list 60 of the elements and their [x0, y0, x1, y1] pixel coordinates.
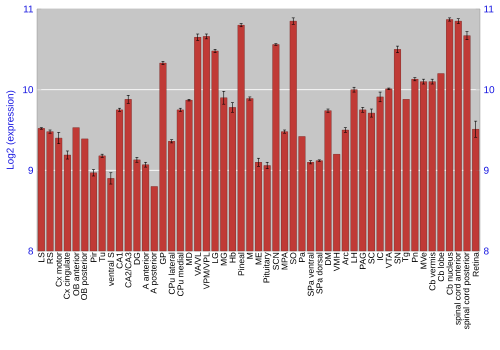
x-tick-label: Pa: [298, 252, 305, 262]
x-tick-label: A posterior: [150, 252, 158, 294]
x-tick-label: VPM/VPL: [203, 252, 210, 290]
x-tick-label: Pir: [90, 252, 97, 262]
y-tick-label: 8: [28, 247, 34, 255]
y-axis-title: Log2 (expression): [6, 90, 16, 170]
y-tick-label: 9: [28, 166, 34, 174]
x-tick-label: CPu medial: [177, 252, 184, 296]
x-tick-label: SCN: [272, 252, 279, 270]
x-tick-label: Pn: [412, 252, 418, 262]
y2-tick-label: 11: [484, 6, 494, 12]
y-tick-label: 10: [23, 86, 34, 94]
y2-tick-label: 8: [484, 247, 489, 255]
x-tick-label: LG: [212, 252, 218, 263]
x-tick-label: CA1: [116, 252, 123, 268]
x-tick-label: LH: [351, 252, 357, 262]
y2-tick-label: 10: [484, 86, 494, 94]
x-tick-label: IC: [377, 252, 384, 260]
x-tick-label: spinal cord anterior: [454, 252, 462, 325]
x-tick-label: MD: [186, 252, 192, 265]
x-tick-label: DG: [134, 252, 140, 264]
x-tick-label: Pineal: [238, 252, 244, 276]
x-tick-label: OB posterior: [80, 252, 89, 300]
x-tick-label: VMH: [334, 252, 340, 272]
x-tick-label: VA/VL: [194, 252, 201, 276]
x-tick-label: spinal cord posterior: [462, 252, 471, 330]
x-tick-label: Cb lobe: [438, 252, 444, 282]
x-tick-label: ME: [256, 252, 262, 264]
y-tick-label: 11: [24, 6, 34, 12]
x-tick-label: DM: [325, 252, 331, 265]
x-tick-label: LS: [38, 252, 44, 262]
x-tick-label: Cb nucleus: [446, 252, 453, 295]
x-tick-label: ventral S: [108, 252, 114, 286]
x-tick-label: VTA: [386, 252, 392, 268]
x-tick-label: SPa ventral: [307, 252, 314, 296]
x-tick-label: Tg: [402, 252, 410, 262]
x-tick-label: MVe: [420, 252, 427, 269]
x-tick-label: SPa dorsal: [316, 252, 322, 294]
x-tick-label: CPu lateral: [168, 252, 175, 294]
x-tick-label: SC: [368, 252, 374, 264]
x-tick-label: Retina: [472, 252, 479, 276]
x-tick-label: A anterior: [142, 252, 149, 290]
x-tick-label: GP: [160, 252, 166, 264]
x-tick-label: SO: [290, 252, 296, 264]
x-tick-label: Hb: [229, 252, 236, 262]
x-tick-label: Cx cingulate: [63, 252, 72, 299]
x-tick-label: M: [246, 252, 253, 259]
x-tick-label: PAG: [360, 252, 366, 269]
x-tick-label: Cb vermis: [429, 252, 436, 290]
x-tick-label: CA2/CA3: [125, 252, 132, 288]
x-tick-label: Cx motor: [56, 252, 62, 287]
x-tick-label: Tu: [99, 252, 106, 262]
y2-tick-label: 9: [484, 166, 489, 174]
x-tick-label: Pituitary: [263, 252, 272, 282]
x-tick-label: SN: [394, 252, 401, 264]
x-tick-label: OB anterior: [72, 252, 80, 296]
x-tick-label: Arc: [342, 252, 348, 266]
x-tick-label: RS: [47, 252, 54, 264]
x-tick-label: MPA: [282, 252, 288, 270]
x-tick-label: MG: [220, 252, 227, 266]
